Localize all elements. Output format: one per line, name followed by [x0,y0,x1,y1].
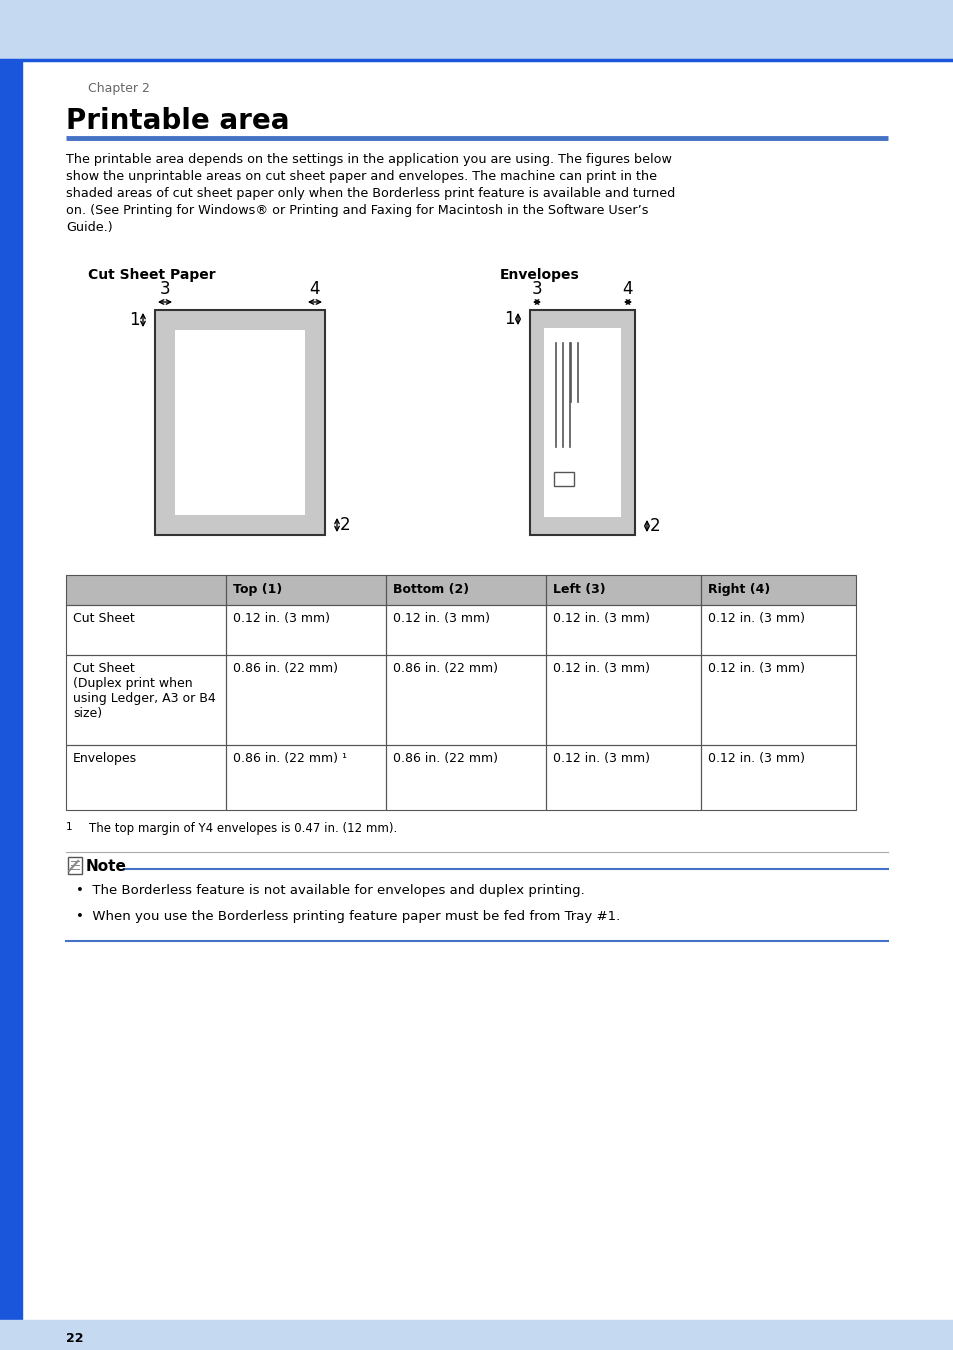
Bar [700,655,855,745]
Text: Envelopes: Envelopes [73,752,137,765]
Text: Cut Sheet: Cut Sheet [73,612,134,625]
Bar [700,605,855,655]
Text: 1: 1 [130,310,140,329]
Text: 2: 2 [339,516,351,535]
Text: 0.12 in. (3 mm): 0.12 in. (3 mm) [707,752,804,765]
Bar [545,745,700,810]
Text: 0.12 in. (3 mm): 0.12 in. (3 mm) [553,612,649,625]
Text: 4: 4 [310,279,320,298]
Text: The top margin of Y4 envelopes is 0.47 in. (12 mm).: The top margin of Y4 envelopes is 0.47 i… [74,822,396,836]
Text: show the unprintable areas on cut sheet paper and envelopes. The machine can pri: show the unprintable areas on cut sheet … [66,170,657,184]
Bar [386,745,545,810]
Bar [700,745,855,810]
Bar [68,857,82,873]
Bar [66,745,226,810]
Text: •  The Borderless feature is not available for envelopes and duplex printing.: • The Borderless feature is not availabl… [76,884,584,896]
Bar [66,575,855,605]
Text: Right (4): Right (4) [707,583,769,597]
Text: Top (1): Top (1) [233,583,282,597]
Text: Guide.): Guide.) [66,221,112,234]
Bar [700,575,855,605]
Bar [554,472,574,486]
Text: 22: 22 [66,1331,84,1345]
Bar [0,0,953,59]
Text: shaded areas of cut sheet paper only when the Borderless print feature is availa: shaded areas of cut sheet paper only whe… [66,188,675,200]
Bar [386,575,545,605]
Bar [386,605,545,655]
Text: •  When you use the Borderless printing feature paper must be fed from Tray #1.: • When you use the Borderless printing f… [76,910,619,923]
Bar [66,575,226,605]
Text: Cut Sheet
(Duplex print when
using Ledger, A3 or B4
size): Cut Sheet (Duplex print when using Ledge… [73,662,215,720]
Text: 0.12 in. (3 mm): 0.12 in. (3 mm) [393,612,490,625]
Text: 2: 2 [649,517,659,535]
Bar [174,329,305,514]
Text: 3: 3 [531,279,541,298]
Bar [66,655,226,745]
Text: The printable area depends on the settings in the application you are using. The: The printable area depends on the settin… [66,153,671,166]
Text: 1: 1 [66,822,72,832]
Text: 0.86 in. (22 mm): 0.86 in. (22 mm) [233,662,337,675]
Bar [545,575,700,605]
Text: 1: 1 [504,310,515,328]
Text: 0.12 in. (3 mm): 0.12 in. (3 mm) [553,752,649,765]
Text: 0.12 in. (3 mm): 0.12 in. (3 mm) [707,612,804,625]
Bar [545,655,700,745]
Bar [543,328,620,517]
Text: 0.86 in. (22 mm): 0.86 in. (22 mm) [393,752,497,765]
Bar [66,605,226,655]
Bar [154,310,325,535]
Text: on. (See Printing for Windows® or Printing and Faxing for Macintosh in the Softw: on. (See Printing for Windows® or Printi… [66,204,648,217]
Text: 0.86 in. (22 mm) ¹: 0.86 in. (22 mm) ¹ [233,752,347,765]
Text: Envelopes: Envelopes [499,269,579,282]
Text: Bottom (2): Bottom (2) [393,583,469,597]
Text: 4: 4 [622,279,633,298]
Text: 3: 3 [159,279,171,298]
Text: Cut Sheet Paper: Cut Sheet Paper [88,269,215,282]
Bar [386,655,545,745]
Text: 0.86 in. (22 mm): 0.86 in. (22 mm) [393,662,497,675]
Bar [226,575,386,605]
Bar [226,745,386,810]
Text: 0.12 in. (3 mm): 0.12 in. (3 mm) [233,612,330,625]
Bar [0,59,22,1350]
Text: Printable area: Printable area [66,107,289,135]
Bar [530,310,635,535]
Bar [226,605,386,655]
Text: 0.12 in. (3 mm): 0.12 in. (3 mm) [553,662,649,675]
Bar [545,605,700,655]
Text: Chapter 2: Chapter 2 [88,82,150,94]
Bar [226,655,386,745]
Text: Note: Note [86,859,127,873]
Text: Left (3): Left (3) [553,583,605,597]
Bar [0,1320,953,1350]
Text: 0.12 in. (3 mm): 0.12 in. (3 mm) [707,662,804,675]
